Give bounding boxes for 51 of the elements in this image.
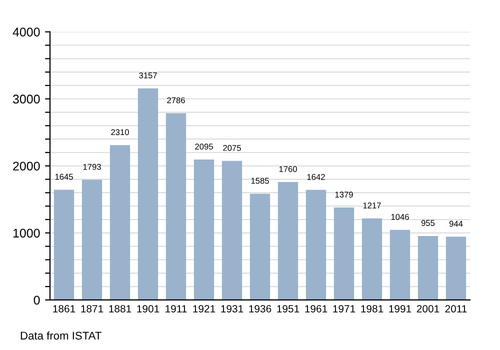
x-tick-label: 2001 bbox=[416, 305, 440, 312]
x-tick-label: 1991 bbox=[389, 305, 412, 312]
y-tick-label: 0 bbox=[34, 296, 40, 305]
data-label: 1046 bbox=[391, 214, 409, 220]
x-tick-label: 1951 bbox=[277, 305, 300, 312]
data-label: 1645 bbox=[55, 174, 73, 180]
bar bbox=[306, 190, 326, 300]
x-tick-label: 1861 bbox=[53, 305, 76, 312]
bar bbox=[138, 88, 158, 300]
data-label: 944 bbox=[449, 220, 463, 227]
y-tick-label: 2000 bbox=[13, 162, 40, 171]
x-tick-label: 2011 bbox=[445, 305, 467, 312]
bar bbox=[222, 160, 242, 300]
y-tick-label: 1000 bbox=[13, 228, 40, 238]
x-tick-label: 1971 bbox=[333, 305, 356, 312]
bar bbox=[390, 230, 410, 300]
data-label: 2095 bbox=[195, 144, 213, 150]
y-tick-label: 3000 bbox=[12, 94, 40, 104]
data-label: 1217 bbox=[363, 202, 381, 208]
x-tick-label: 1961 bbox=[305, 305, 328, 312]
bar bbox=[278, 182, 298, 300]
x-tick-label: 1921 bbox=[193, 305, 216, 312]
x-tick-label: 1871 bbox=[81, 305, 104, 312]
data-label: 2310 bbox=[111, 129, 129, 136]
bar bbox=[250, 194, 270, 300]
data-label: 2786 bbox=[167, 97, 185, 104]
data-label: 1760 bbox=[279, 166, 297, 172]
text: Data from ISTAT bbox=[20, 331, 102, 340]
data-label: 1585 bbox=[251, 178, 269, 184]
x-tick-label: 1981 bbox=[361, 305, 384, 312]
bar bbox=[418, 236, 438, 300]
x-tick-label: 1936 bbox=[249, 305, 272, 312]
data-label: 1642 bbox=[307, 174, 325, 180]
data-label: 955 bbox=[421, 220, 435, 226]
bar bbox=[54, 190, 74, 300]
bar bbox=[166, 113, 186, 300]
bar bbox=[446, 236, 466, 300]
bar bbox=[362, 218, 382, 300]
data-label: 1379 bbox=[335, 192, 353, 198]
data-label: 2075 bbox=[223, 144, 241, 151]
bar bbox=[334, 208, 354, 300]
x-tick-label: 1881 bbox=[109, 305, 132, 312]
data-label: 3157 bbox=[139, 72, 157, 78]
bar bbox=[82, 180, 102, 300]
x-tick-label: 1931 bbox=[221, 305, 244, 312]
bar bbox=[194, 160, 214, 300]
y-tick-label: 4000 bbox=[12, 28, 40, 36]
x-tick-label: 1911 bbox=[166, 305, 187, 312]
data-label: 1793 bbox=[83, 164, 101, 170]
bar bbox=[110, 145, 130, 300]
x-tick-label: 1901 bbox=[137, 305, 160, 312]
